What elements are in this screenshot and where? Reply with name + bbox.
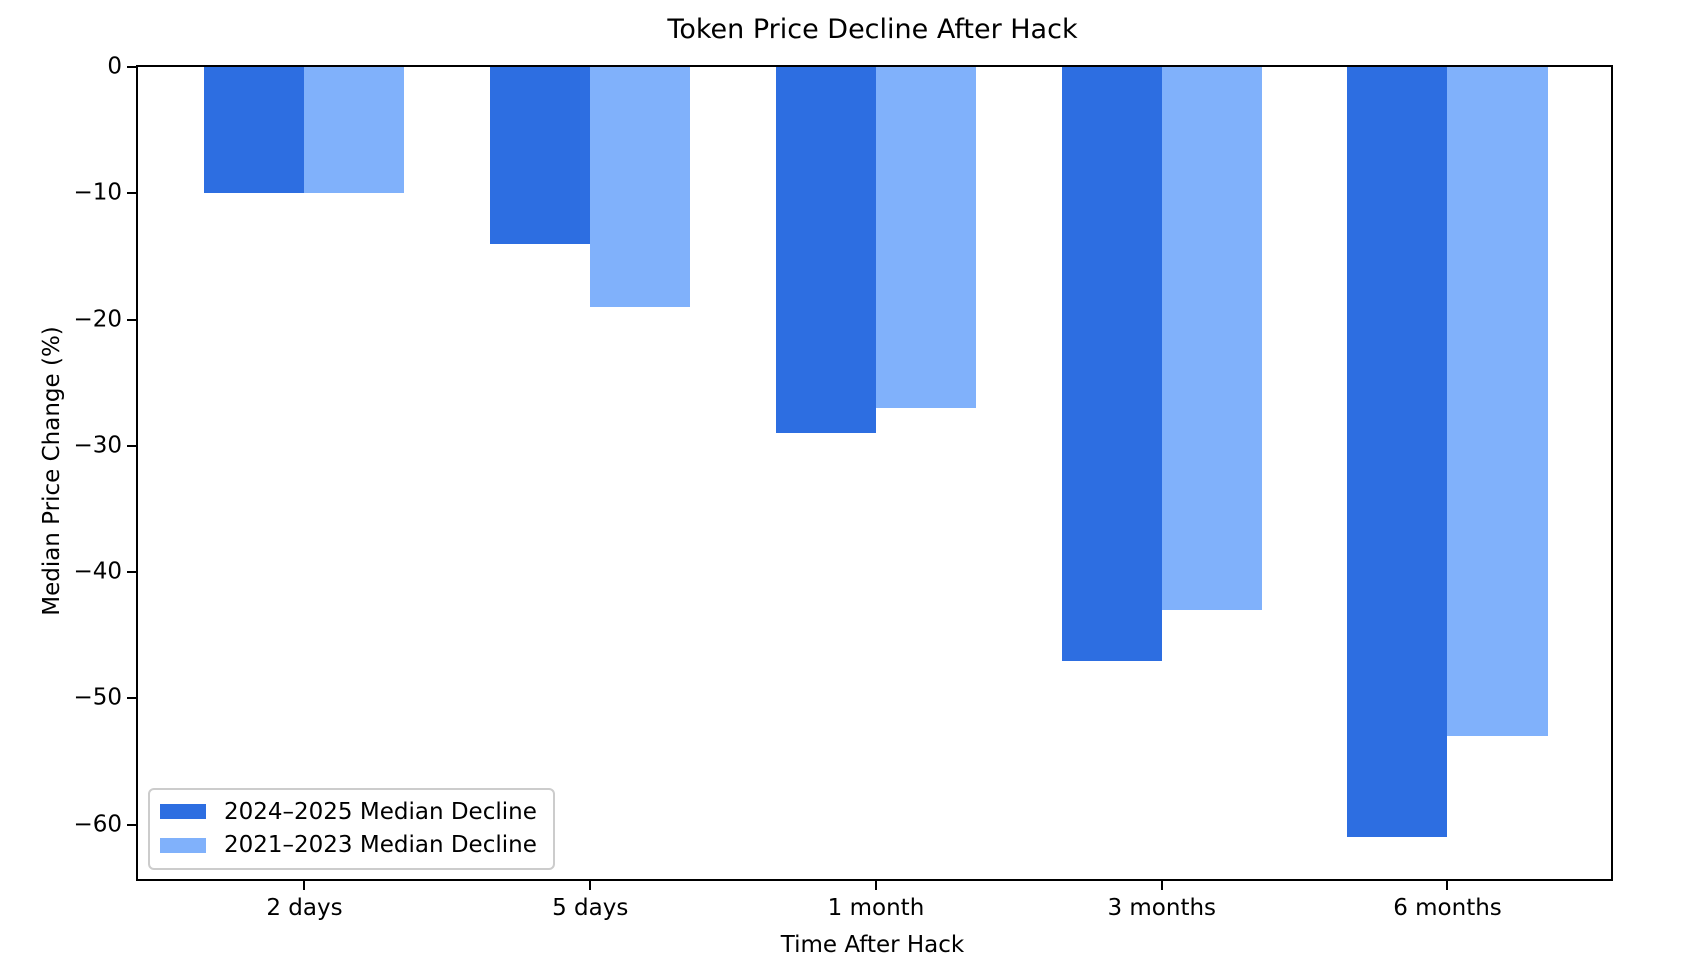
legend-label-2021-2023: 2021–2023 Median Decline (224, 832, 537, 859)
x-tick-mark (874, 881, 877, 890)
bar (1161, 67, 1262, 611)
y-tick-label: 0 (107, 53, 122, 80)
bar (775, 67, 876, 434)
x-tick-mark (303, 881, 306, 890)
legend-row: 2021–2023 Median Decline (160, 831, 537, 860)
bar (1347, 67, 1448, 838)
bar (490, 67, 591, 244)
y-tick-mark (127, 697, 136, 700)
bar (304, 67, 405, 194)
bar-group-6-months (1347, 67, 1548, 879)
bar (1447, 67, 1548, 737)
y-tick-label: −10 (73, 179, 122, 206)
y-tick-mark (127, 66, 136, 68)
x-tick-mark (1160, 881, 1163, 890)
legend-row: 2024–2025 Median Decline (160, 798, 537, 827)
y-tick-mark (127, 192, 136, 195)
x-tick-label: 3 months (1107, 895, 1217, 921)
legend-label-2024-2025: 2024–2025 Median Decline (224, 798, 537, 825)
x-tick-label: 2 days (266, 895, 343, 921)
plot-area: 0 −10 −20 −30 −40 −50 −60 2 days 5 days 1 month 3… (73, 55, 1613, 921)
bar-group-5-days (490, 67, 691, 879)
bar-group-2-days (204, 67, 405, 879)
bar-group-3-months (1061, 67, 1262, 879)
legend-swatch-2021-2023 (160, 838, 206, 854)
x-tick-mark (1446, 881, 1449, 890)
y-tick-mark (127, 571, 136, 574)
legend: 2024–2025 Median Decline 2021–2023 Media… (148, 787, 555, 870)
y-axis-label: Median Price Change (%) (39, 326, 65, 616)
bar (204, 67, 305, 194)
x-tick-label: 6 months (1393, 895, 1502, 921)
chart-title: Token Price Decline After Hack (667, 14, 1078, 45)
y-tick-mark (127, 823, 136, 826)
bar-group-1-month (775, 67, 976, 879)
y-tick-label: −50 (73, 684, 122, 711)
x-tick-label: 5 days (552, 895, 629, 921)
bar (590, 67, 691, 307)
bar (875, 67, 976, 408)
x-tick-label: 1 month (827, 895, 925, 921)
y-tick-label: −60 (73, 811, 122, 838)
x-axis-label: Time After Hack (780, 932, 965, 958)
y-tick-mark (127, 318, 136, 321)
y-tick-label: −40 (73, 558, 122, 585)
y-tick-label: −30 (73, 432, 122, 459)
legend-swatch-2024-2025 (160, 804, 206, 820)
y-tick-label: −20 (73, 306, 122, 333)
y-tick-mark (127, 444, 136, 447)
x-tick-mark (589, 881, 592, 890)
bar (1061, 67, 1162, 661)
